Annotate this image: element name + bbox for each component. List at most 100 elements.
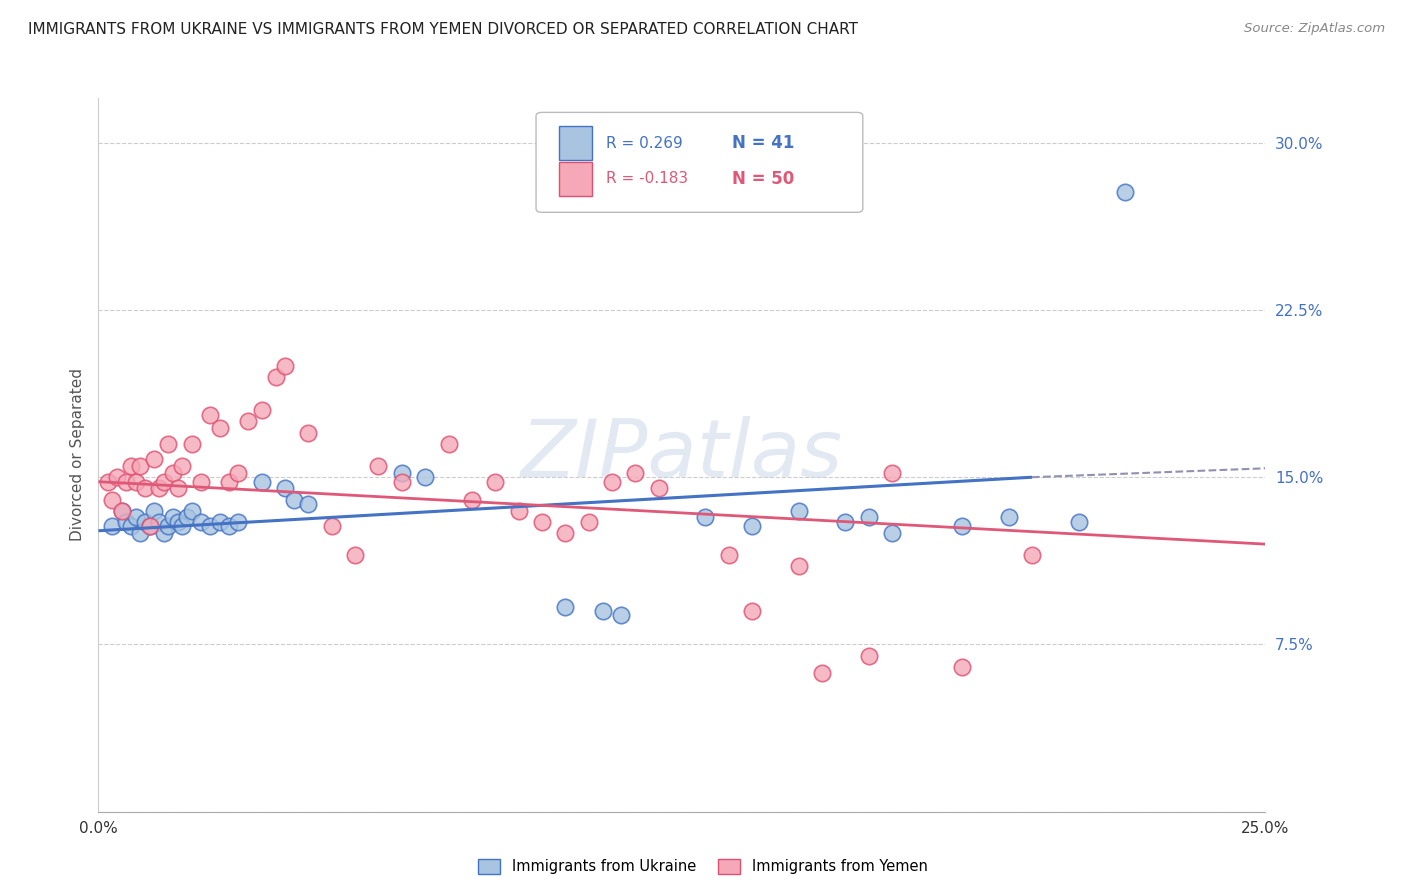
Point	[1067, 515, 1090, 529]
Point	[143, 503, 166, 517]
Point	[695, 510, 717, 524]
Point	[858, 510, 880, 524]
Point	[180, 436, 202, 450]
Point	[717, 548, 740, 563]
Point	[120, 519, 142, 533]
Bar	[560, 161, 592, 196]
Point	[741, 519, 763, 533]
Point	[437, 436, 460, 450]
Point	[172, 459, 194, 474]
Point	[111, 503, 134, 517]
Point	[208, 515, 231, 529]
FancyBboxPatch shape	[536, 112, 863, 212]
Point	[297, 425, 319, 440]
Point	[180, 503, 202, 517]
Point	[321, 519, 343, 533]
Point	[297, 497, 319, 511]
Point	[647, 482, 669, 496]
Point	[157, 436, 180, 450]
Point	[787, 503, 810, 517]
Text: N = 41: N = 41	[733, 134, 794, 152]
Legend: Immigrants from Ukraine, Immigrants from Yemen: Immigrants from Ukraine, Immigrants from…	[472, 853, 934, 880]
Point	[162, 466, 184, 480]
Point	[129, 459, 152, 474]
Point	[166, 515, 188, 529]
Point	[152, 475, 174, 489]
Point	[236, 414, 259, 429]
Point	[190, 515, 212, 529]
Point	[111, 503, 134, 517]
Point	[143, 452, 166, 467]
Point	[624, 466, 647, 480]
Point	[139, 519, 162, 533]
Point	[950, 519, 973, 533]
Point	[218, 519, 240, 533]
Point	[148, 482, 170, 496]
Point	[741, 604, 763, 618]
Point	[600, 475, 623, 489]
Text: N = 50: N = 50	[733, 169, 794, 187]
Point	[157, 519, 180, 533]
Point	[105, 470, 128, 484]
Point	[115, 475, 138, 489]
Point	[391, 475, 413, 489]
Point	[228, 466, 250, 480]
Point	[554, 599, 576, 614]
Point	[391, 466, 413, 480]
Point	[176, 510, 198, 524]
Point	[274, 482, 297, 496]
Text: Source: ZipAtlas.com: Source: ZipAtlas.com	[1244, 22, 1385, 36]
Point	[152, 526, 174, 541]
Point	[787, 559, 810, 574]
Point	[530, 515, 553, 529]
Point	[610, 608, 633, 623]
Point	[592, 604, 614, 618]
Point	[508, 503, 530, 517]
Point	[166, 482, 188, 496]
Point	[139, 519, 162, 533]
Point	[484, 475, 506, 489]
Point	[101, 492, 124, 507]
Bar	[560, 126, 592, 161]
Point	[997, 510, 1019, 524]
Y-axis label: Divorced or Separated: Divorced or Separated	[69, 368, 84, 541]
Point	[578, 515, 600, 529]
Point	[125, 475, 148, 489]
Point	[129, 526, 152, 541]
Point	[344, 548, 367, 563]
Point	[148, 515, 170, 529]
Point	[200, 519, 222, 533]
Point	[461, 492, 484, 507]
Point	[200, 408, 222, 422]
Point	[101, 519, 124, 533]
Point	[125, 510, 148, 524]
Point	[250, 403, 273, 417]
Point	[250, 475, 273, 489]
Point	[1114, 185, 1136, 199]
Point	[162, 510, 184, 524]
Point	[120, 459, 142, 474]
Point	[134, 515, 156, 529]
Point	[190, 475, 212, 489]
Point	[115, 515, 138, 529]
Point	[208, 421, 231, 435]
Point	[228, 515, 250, 529]
Point	[834, 515, 856, 529]
Text: IMMIGRANTS FROM UKRAINE VS IMMIGRANTS FROM YEMEN DIVORCED OR SEPARATED CORRELATI: IMMIGRANTS FROM UKRAINE VS IMMIGRANTS FR…	[28, 22, 858, 37]
Point	[811, 666, 834, 681]
Point	[97, 475, 120, 489]
Point	[880, 526, 903, 541]
Point	[950, 660, 973, 674]
Point	[1021, 548, 1043, 563]
Point	[413, 470, 436, 484]
Point	[172, 519, 194, 533]
Point	[274, 359, 297, 373]
Text: ZIPatlas: ZIPatlas	[520, 416, 844, 494]
Point	[858, 648, 880, 663]
Text: R = 0.269: R = 0.269	[606, 136, 683, 151]
Point	[367, 459, 389, 474]
Point	[283, 492, 305, 507]
Point	[554, 526, 576, 541]
Text: R = -0.183: R = -0.183	[606, 171, 688, 186]
Point	[134, 482, 156, 496]
